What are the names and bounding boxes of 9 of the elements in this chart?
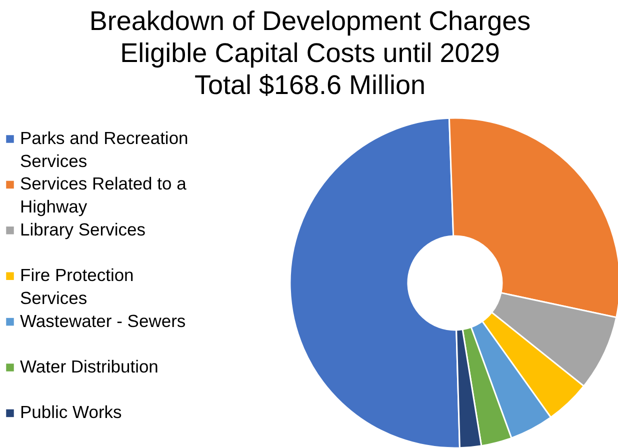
chart-title: Breakdown of Development Charges Eligible Capital Costs until 2029: [89, 6, 531, 68]
legend-label: Water Distribution: [20, 356, 158, 376]
legend-label: Library Services: [20, 219, 146, 240]
legend-label: Parks and Recreation Services: [20, 128, 188, 171]
legend-label: Fire Protection Services: [20, 265, 134, 308]
legend-label: Services Related to a Highway: [20, 174, 187, 217]
legend-label: Public Works: [20, 402, 122, 422]
chart-subtitle: Total $168.6 Million: [194, 70, 426, 100]
legend-label: Wastewater - Sewers: [20, 310, 186, 331]
